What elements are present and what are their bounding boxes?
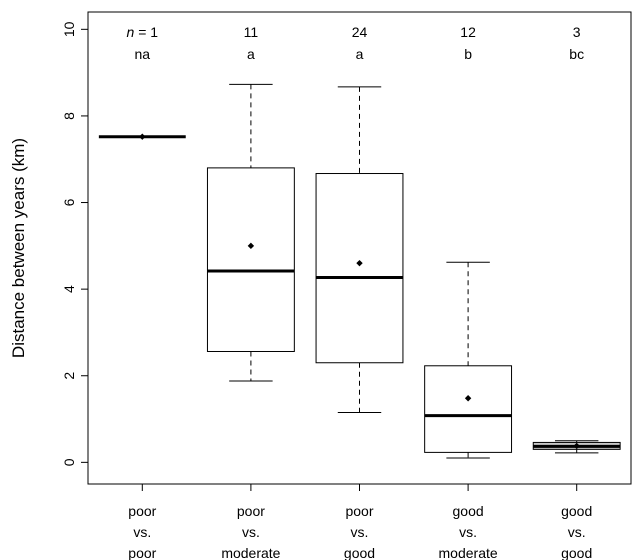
x-tick-label-1-1: vs. [242, 524, 260, 540]
x-tick-label-3-2: moderate [439, 545, 498, 560]
group-letter-1: a [247, 46, 255, 62]
x-tick-label-3-0: good [453, 503, 484, 519]
mean-marker-0 [139, 133, 146, 140]
top-annotations: n = 1 11 24 12 3 na a a b bc [127, 24, 585, 62]
n-label-0: n = 1 [127, 24, 159, 40]
y-tick-label-0: 0 [61, 458, 77, 466]
y-tick-label-5: 10 [61, 21, 77, 37]
box-1 [206, 167, 295, 352]
x-tick-label-1-2: moderate [221, 545, 280, 560]
y-axis-label: Distance between years (km) [9, 138, 28, 358]
x-tick-label-0-2: poor [128, 545, 156, 560]
mean-marker-3 [464, 395, 472, 402]
box-group-2 [315, 86, 404, 414]
n-label-4: 3 [573, 24, 581, 40]
y-tick-label-1: 2 [61, 372, 77, 380]
mean-marker-1 [247, 242, 255, 250]
x-category-labels: poor vs. poor poor vs. moderate poor vs. good goo… [128, 484, 592, 560]
x-tick-label-0-1: vs. [133, 524, 151, 540]
x-tick-label-2-0: poor [345, 503, 373, 519]
x-tick-label-2-2: good [344, 545, 375, 560]
x-tick-label-2-1: vs. [351, 524, 369, 540]
box-group-3 [424, 261, 513, 459]
box-series [98, 83, 621, 459]
box-3 [424, 365, 513, 453]
x-tick-label-4-2: good [561, 545, 592, 560]
x-tick-label-4-1: vs. [568, 524, 586, 540]
mean-marker-4 [573, 442, 580, 450]
group-letter-0: na [135, 46, 151, 62]
mean-marker-2 [356, 259, 363, 267]
y-tick-label-3: 6 [61, 198, 77, 206]
x-tick-label-3-1: vs. [459, 524, 477, 540]
group-letter-2: a [356, 46, 364, 62]
x-tick-label-1-0: poor [237, 503, 265, 519]
box-group-0 [98, 133, 186, 140]
n-label-3: 12 [460, 24, 476, 40]
y-tick-label-2: 4 [61, 285, 77, 293]
n-label-1: 11 [244, 24, 259, 40]
group-letter-3: b [464, 46, 472, 62]
y-tick-label-4: 8 [61, 112, 77, 120]
x-tick-label-4-0: good [561, 503, 592, 519]
x-tick-label-0-0: poor [128, 503, 156, 519]
n-label-2: 24 [352, 24, 368, 40]
group-letter-4: bc [569, 46, 584, 62]
box-group-4 [532, 440, 621, 454]
box-group-1 [206, 83, 295, 382]
box-2 [315, 173, 404, 364]
